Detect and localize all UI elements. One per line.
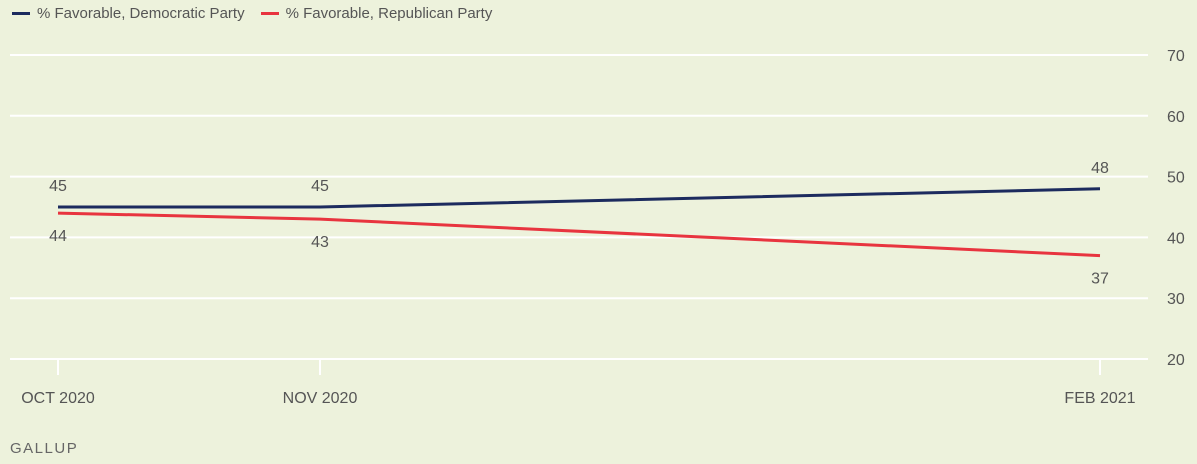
data-label-s0-2: 48	[1091, 160, 1109, 177]
y-tick-label-60: 60	[1167, 109, 1185, 126]
y-tick-label-30: 30	[1167, 291, 1185, 308]
legend-label-republican: % Favorable, Republican Party	[285, 5, 493, 22]
data-label-s0-0: 45	[49, 178, 67, 195]
series-line-0	[58, 187, 1101, 209]
legend-item-republican: % Favorable, Republican Party	[260, 5, 493, 22]
y-tick-label-70: 70	[1167, 48, 1185, 65]
x-tick-label-0: OCT 2020	[21, 390, 95, 407]
y-tick-label-40: 40	[1167, 230, 1185, 247]
data-label-s1-0: 44	[49, 228, 67, 245]
chart-legend: % Favorable, Democratic Party % Favorabl…	[12, 5, 508, 22]
series-line-1	[57, 211, 1101, 258]
legend-item-democratic: % Favorable, Democratic Party	[12, 5, 245, 22]
legend-swatch-republican	[260, 12, 279, 15]
x-tick-label-2: FEB 2021	[1064, 390, 1135, 407]
y-tick-label-50: 50	[1167, 170, 1185, 187]
legend-label-democratic: % Favorable, Democratic Party	[37, 5, 245, 22]
data-label-s1-1: 43	[311, 234, 329, 251]
y-tick-label-20: 20	[1167, 352, 1185, 369]
data-label-s0-1: 45	[311, 178, 329, 195]
data-label-s1-2: 37	[1091, 271, 1109, 288]
source-label: GALLUP	[10, 440, 79, 457]
legend-swatch-democratic	[12, 12, 30, 15]
x-tick-label-1: NOV 2020	[283, 390, 358, 407]
